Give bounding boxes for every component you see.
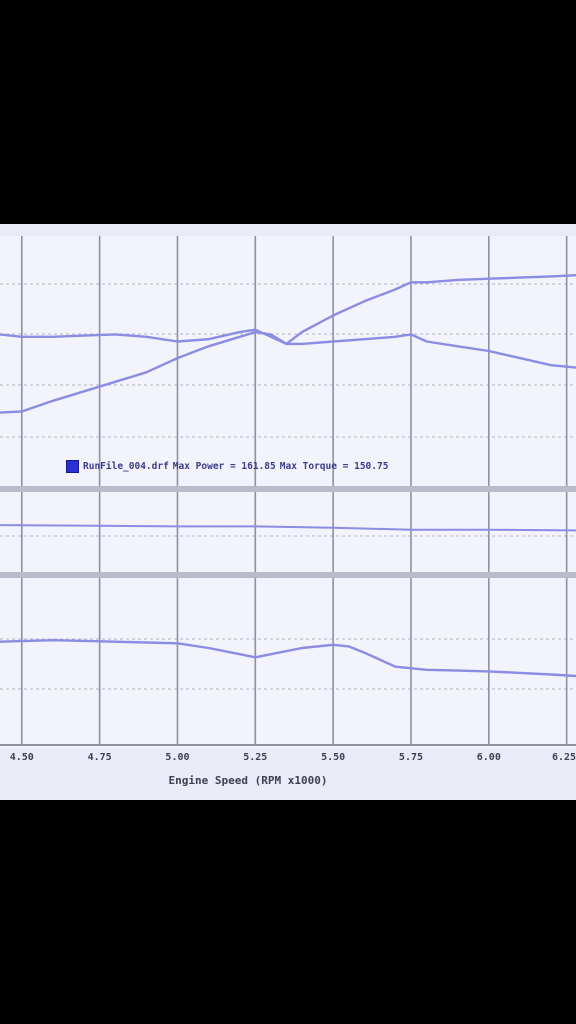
bottom-panel	[0, 578, 576, 748]
legend-max-power: Max Power = 161.85	[172, 460, 276, 472]
legend-series-name: RunFile_004.drf	[83, 460, 169, 472]
dyno-chart: 4.50 4.75 5.00 5.25 5.50 5.75 6.00 6.25 Engine …	[0, 236, 576, 787]
middle-panel	[0, 492, 576, 572]
x-tick-label: 4.50	[10, 752, 34, 763]
panel-separator	[0, 572, 576, 578]
x-tick-label: 5.75	[399, 752, 423, 763]
x-tick-labels: 4.50 4.75 5.00 5.25 5.50 5.75 6.00 6.25	[10, 752, 576, 763]
top-panel	[0, 236, 576, 486]
chart-legend: RunFile_004.drf Max Power = 161.85 Max T…	[66, 459, 388, 473]
x-tick-label: 6.00	[477, 752, 501, 763]
x-tick-label: 4.75	[88, 752, 112, 763]
bottom-panel-curve	[0, 639, 576, 678]
x-tick-label: 5.00	[165, 752, 189, 763]
x-tick-label: 5.25	[243, 752, 267, 763]
series-lines	[0, 274, 576, 678]
x-tick-label: 5.50	[321, 752, 345, 763]
panel-separator	[0, 486, 576, 492]
x-axis-title: Engine Speed (RPM x1000)	[169, 774, 328, 787]
middle-panel-curve	[0, 524, 576, 532]
x-tick-label: 6.25	[552, 752, 576, 763]
dyno-screen: 4.50 4.75 5.00 5.25 5.50 5.75 6.00 6.25 Engine …	[0, 224, 576, 800]
legend-swatch	[66, 459, 79, 473]
torque-curve	[0, 328, 576, 369]
legend-max-torque: Max Torque = 150.75	[279, 460, 389, 472]
